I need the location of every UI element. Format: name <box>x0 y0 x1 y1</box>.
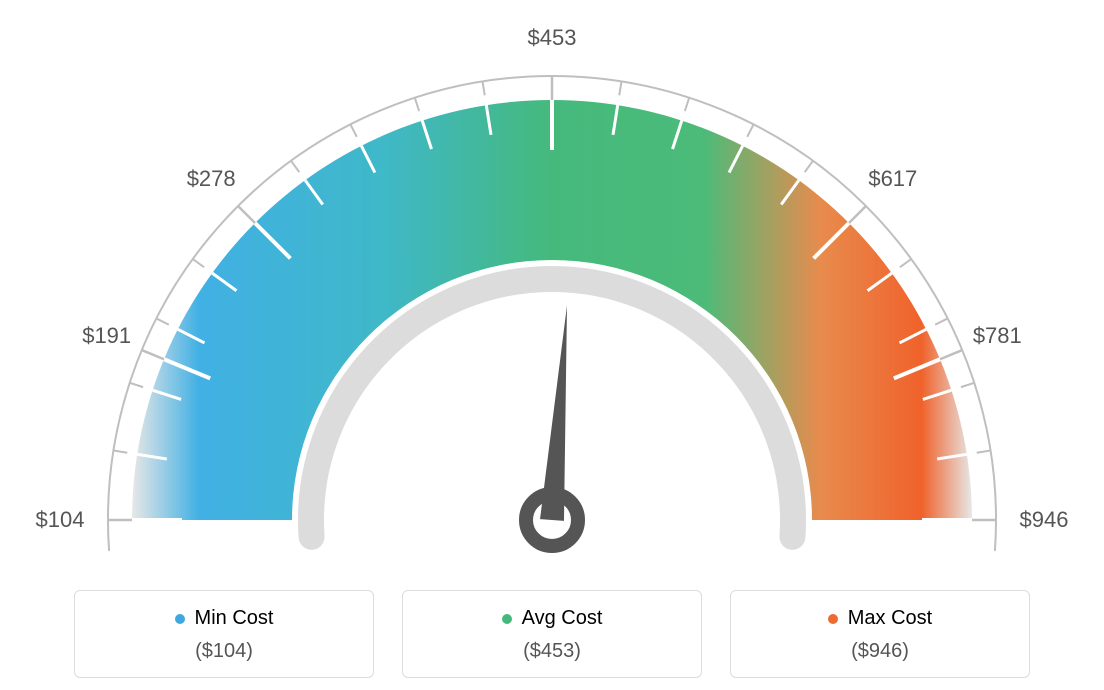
legend-label-avg: Avg Cost <box>522 607 603 630</box>
legend-label-min: Min Cost <box>195 607 274 630</box>
gauge-tick-label: $946 <box>1020 507 1069 533</box>
dot-avg <box>502 614 512 624</box>
cost-gauge-chart: $104$191$278$453$617$781$946 <box>52 20 1052 580</box>
legend-title-min: Min Cost <box>175 607 274 630</box>
legend-card-max: Max Cost ($946) <box>730 590 1030 678</box>
dot-max <box>828 614 838 624</box>
legend-card-avg: Avg Cost ($453) <box>402 590 702 678</box>
legend-value-avg: ($453) <box>413 640 691 663</box>
gauge-tick-label: $104 <box>36 507 85 533</box>
gauge-tick-label: $781 <box>973 323 1022 349</box>
legend-value-max: ($946) <box>741 640 1019 663</box>
gauge-tick-label: $617 <box>868 166 917 192</box>
dot-min <box>175 614 185 624</box>
legend-card-min: Min Cost ($104) <box>74 590 374 678</box>
legend-value-min: ($104) <box>85 640 363 663</box>
legend-title-max: Max Cost <box>828 607 932 630</box>
legend-title-avg: Avg Cost <box>502 607 603 630</box>
gauge-tick-label: $453 <box>528 25 577 51</box>
legend-label-max: Max Cost <box>848 607 932 630</box>
gauge-tick-label: $278 <box>187 166 236 192</box>
legend-row: Min Cost ($104) Avg Cost ($453) Max Cost… <box>72 590 1032 678</box>
gauge-svg <box>52 20 1052 580</box>
gauge-tick-label: $191 <box>82 323 131 349</box>
